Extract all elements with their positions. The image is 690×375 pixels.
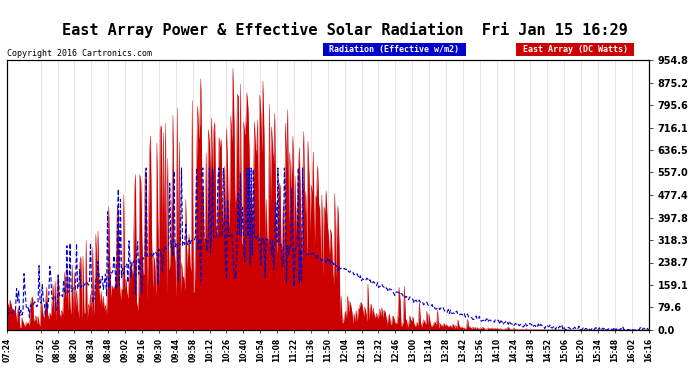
Text: East Array (DC Watts): East Array (DC Watts) — [518, 45, 633, 54]
Text: Copyright 2016 Cartronics.com: Copyright 2016 Cartronics.com — [7, 49, 152, 58]
Text: Radiation (Effective w/m2): Radiation (Effective w/m2) — [324, 45, 464, 54]
Text: East Array Power & Effective Solar Radiation  Fri Jan 15 16:29: East Array Power & Effective Solar Radia… — [62, 22, 628, 39]
